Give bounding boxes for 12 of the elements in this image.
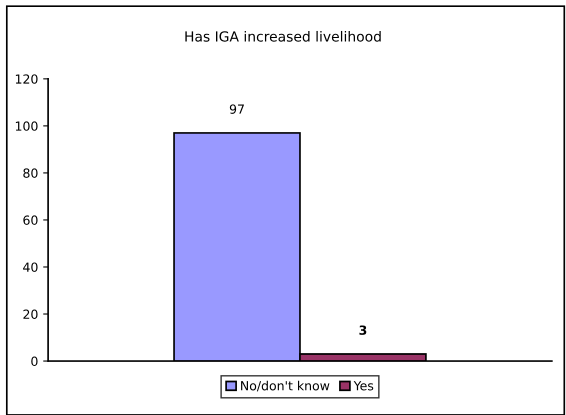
y-tick-label: 0 [31, 356, 38, 366]
y-tick-label: 100 [16, 121, 38, 131]
y-tick-label: 40 [23, 262, 38, 272]
data-label: 97 [230, 104, 244, 114]
y-tick-label: 60 [23, 215, 38, 225]
legend-label: Yes [354, 381, 374, 390]
chart-title: Has IGA increased livelihood [185, 30, 381, 42]
y-tick-label: 20 [23, 309, 38, 319]
y-tick-label: 120 [16, 74, 38, 84]
data-label: 3 [359, 325, 366, 335]
y-tick-label: 80 [23, 168, 38, 178]
legend-label: No/don't know [241, 380, 330, 392]
